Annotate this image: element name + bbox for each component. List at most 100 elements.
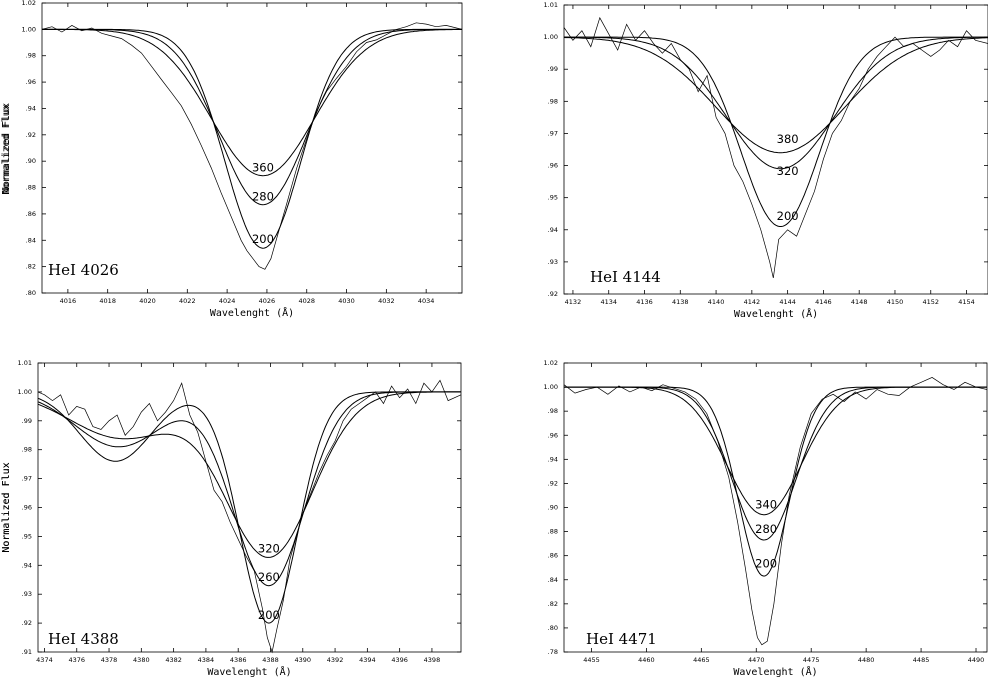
- plot-area: [42, 3, 462, 293]
- y-axis-label: Normalized Flux: [1, 103, 12, 193]
- model-profile-360: [42, 28, 462, 177]
- plot-area: [564, 5, 988, 294]
- x-axis-label: Wavelenght (Å): [207, 665, 291, 678]
- x-tick-label: 4382: [165, 656, 182, 664]
- x-tick-label: 4030: [338, 297, 355, 305]
- x-tick-label: 4136: [636, 298, 653, 306]
- curve-label: 200: [258, 608, 280, 622]
- panel-label: HeI 4388: [48, 630, 119, 648]
- y-tick-label: .90: [548, 504, 558, 512]
- y-tick-label: 1.00: [22, 25, 36, 33]
- x-axis-label: Wavelenght (Å): [734, 307, 818, 320]
- x-tick-label: 4384: [198, 656, 215, 664]
- plot-area: [38, 363, 461, 652]
- model-profile-260: [37, 391, 461, 587]
- x-tick-label: 4490: [968, 656, 985, 664]
- y-tick-label: .93: [548, 258, 558, 266]
- y-tick-label: .84: [26, 236, 36, 244]
- y-tick-label: .91: [22, 648, 32, 656]
- x-tick-label: 4018: [99, 297, 116, 305]
- x-tick-label: 4146: [815, 298, 832, 306]
- model-profile-320: [563, 36, 988, 170]
- y-tick-label: .96: [22, 504, 32, 512]
- curve-label: 200: [252, 232, 274, 246]
- model-profile-200: [42, 28, 462, 249]
- y-tick-label: .99: [22, 417, 32, 425]
- curve-label: 340: [755, 498, 777, 512]
- x-tick-label: 4132: [565, 298, 582, 306]
- panel-3: .91 .92 .93 .94 .95 .96 .97 .98 .99 1.00 1.01 4374 4…: [1, 359, 462, 678]
- x-tick-label: 4376: [68, 656, 85, 664]
- curve-label: 280: [755, 522, 777, 536]
- y-tick-label: .92: [26, 131, 36, 139]
- y-tick-label: .78: [548, 648, 558, 656]
- panel-1: .80 .82 .84 .86 .88 .90 .92 .94 .96 .98 1.00 1.02 40…: [1, 0, 463, 319]
- plot-frame: [563, 362, 988, 653]
- curve-label: 380: [777, 132, 799, 146]
- x-tick-label: 4144: [779, 298, 796, 306]
- curve-label: 320: [777, 164, 799, 178]
- y-tick-label: .93: [22, 590, 32, 598]
- curve-label: 280: [252, 190, 274, 204]
- y-axis-label: Normalized Flux: [1, 104, 12, 194]
- plot-frame: [41, 2, 463, 294]
- x-tick-label: 4024: [219, 297, 236, 305]
- panel-label: HeI 4144: [590, 268, 661, 286]
- x-tick-label: 4016: [60, 297, 77, 305]
- x-axis-label: Wavelenght (Å): [210, 306, 294, 319]
- panel-4: .78 .80 .82 .84 .86 .88 .90 .92 .94 .96 .98 1.00 1.0…: [1, 359, 988, 678]
- x-axis-label: Wavelenght (Å): [733, 665, 817, 678]
- curve-label: 200: [777, 209, 799, 223]
- y-tick-label: .94: [22, 561, 32, 569]
- y-tick-label: 1.01: [544, 1, 558, 9]
- y-tick-label: 1.00: [544, 33, 558, 41]
- panel-label: HeI 4026: [48, 261, 119, 279]
- x-tick-label: 4022: [179, 297, 196, 305]
- y-tick-label: 1.00: [18, 388, 32, 396]
- y-tick-label: .98: [548, 407, 558, 415]
- model-profile-320: [37, 391, 461, 558]
- y-tick-label: .99: [548, 65, 558, 73]
- observed-spectrum: [41, 22, 463, 270]
- model-profile-380: [563, 37, 988, 154]
- x-tick-label: 4460: [638, 656, 655, 664]
- y-axis-label: Normalized Flux: [1, 462, 12, 552]
- y-tick-label: .92: [548, 290, 558, 298]
- x-tick-label: 4026: [259, 297, 276, 305]
- x-tick-label: 4386: [230, 656, 247, 664]
- y-tick-label: .95: [548, 194, 558, 202]
- x-tick-label: 4150: [887, 298, 904, 306]
- x-tick-label: 4475: [803, 656, 820, 664]
- panel-2: .92 .93 .94 .95 .96 .97 .98 .99 1.00 1.01 4132 4134…: [1, 1, 988, 320]
- y-tick-label: .80: [548, 624, 558, 632]
- y-tick-label: .96: [26, 78, 36, 86]
- x-tick-label: 4152: [922, 298, 939, 306]
- y-tick-label: .90: [26, 157, 36, 165]
- x-tick-label: 4396: [391, 656, 408, 664]
- y-tick-label: .97: [22, 475, 32, 483]
- x-tick-label: 4032: [378, 297, 395, 305]
- x-tick-label: 4465: [693, 656, 710, 664]
- plot-area: [564, 363, 987, 652]
- y-tick-label: .94: [548, 226, 558, 234]
- x-tick-label: 4388: [262, 656, 279, 664]
- x-tick-label: 4134: [600, 298, 617, 306]
- y-tick-label: .98: [26, 52, 36, 60]
- curve-label: 320: [258, 541, 280, 555]
- curve-label: 260: [258, 570, 280, 584]
- panel-label: HeI 4471: [586, 630, 657, 648]
- y-tick-label: .80: [26, 289, 36, 297]
- y-tick-label: .94: [548, 455, 558, 463]
- x-tick-label: 4148: [851, 298, 868, 306]
- model-profile-200: [37, 391, 461, 624]
- y-tick-label: .98: [22, 446, 32, 454]
- model-profile-200: [564, 386, 987, 577]
- curve-label: 360: [252, 161, 274, 175]
- x-tick-label: 4140: [708, 298, 725, 306]
- y-tick-label: .82: [548, 600, 558, 608]
- y-tick-label: .84: [548, 576, 558, 584]
- x-tick-label: 4154: [958, 298, 975, 306]
- y-tick-label: .95: [22, 532, 32, 540]
- y-tick-label: .92: [548, 479, 558, 487]
- x-tick-label: 4380: [133, 656, 150, 664]
